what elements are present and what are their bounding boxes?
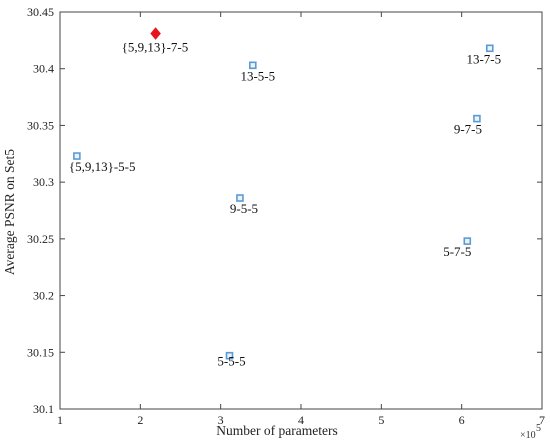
y-tick-label: 30.15 xyxy=(27,345,54,359)
x-multiplier-label: ×10 xyxy=(520,430,536,441)
data-point-marker xyxy=(225,351,234,360)
data-point-marker xyxy=(73,152,81,160)
data-point-label: 13-7-5 xyxy=(466,51,501,66)
x-tick-label: 4 xyxy=(298,413,304,427)
x-tick-label: 1 xyxy=(57,413,63,427)
data-point-label: 13-5-5 xyxy=(240,68,275,83)
data-point-marker xyxy=(463,237,472,245)
data-point-marker xyxy=(150,27,161,40)
plot-area xyxy=(59,11,543,410)
x-tick-label: 7 xyxy=(539,413,545,427)
data-point-marker xyxy=(485,44,494,53)
y-tick-label: 30.25 xyxy=(27,232,54,246)
x-tick-label: 2 xyxy=(137,413,143,427)
x-tick-label: 6 xyxy=(459,413,465,427)
data-point-label: 9-7-5 xyxy=(454,122,482,137)
data-points: {5,9,13}-7-5 13-5-5 13-7-5 9-7-5 {5,9,13}-5-… xyxy=(69,27,501,369)
y-tick-label: 30.2 xyxy=(33,289,54,303)
data-point-label: 9-5-5 xyxy=(230,201,258,216)
x-tick-label: 5 xyxy=(378,413,384,427)
data-point-label: 5-5-5 xyxy=(217,354,245,369)
data-point-label: {5,9,13}-7-5 xyxy=(122,40,189,55)
data-point-marker xyxy=(473,114,481,123)
y-tick-label: 30.45 xyxy=(27,5,54,19)
y-tick-label: 30.3 xyxy=(33,175,54,189)
x-axis: 1 2 3 4 5 6 7 xyxy=(57,12,545,427)
data-point-label: {5,9,13}-5-5 xyxy=(69,159,136,174)
y-tick-label: 30.1 xyxy=(33,402,54,416)
y-axis-label: Average PSNR on Set5 xyxy=(2,149,17,275)
data-point-label: 5-7-5 xyxy=(443,244,471,259)
y-tick-label: 30.4 xyxy=(33,62,54,76)
x-tick-label: 3 xyxy=(218,413,224,427)
x-multiplier-exponent: 5 xyxy=(536,423,541,434)
data-point-marker xyxy=(249,61,257,70)
x-axis-label: Number of parameters xyxy=(216,423,337,438)
y-tick-label: 30.35 xyxy=(27,118,54,132)
data-point-marker xyxy=(236,194,244,202)
y-axis: 30.1 30.15 30.2 30.25 30.3 30.35 30.4 30.45 xyxy=(27,5,542,416)
